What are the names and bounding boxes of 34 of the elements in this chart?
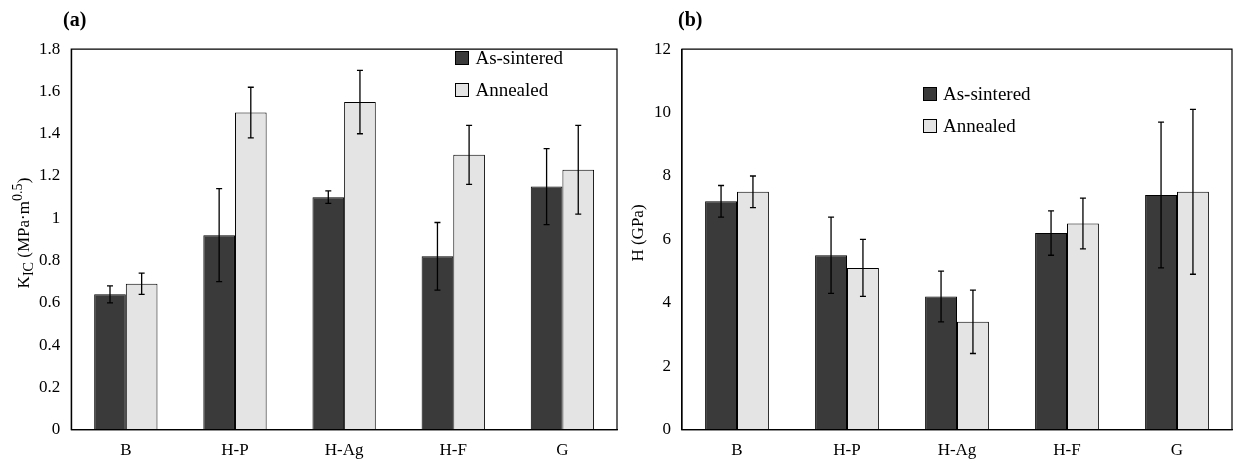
- x-tick-label: H-P: [833, 440, 861, 460]
- y-tick-label: 1.4: [39, 123, 61, 143]
- y-tick-label: 1.8: [39, 38, 61, 58]
- x-tick-label: H-F: [1053, 440, 1081, 460]
- x-tick-label: B: [731, 440, 743, 460]
- x-tick-label: H-P: [221, 440, 249, 460]
- x-tick-label: H-F: [439, 440, 467, 460]
- x-tick-label: G: [556, 440, 569, 460]
- chart-title: (b): [678, 8, 703, 31]
- y-tick-label: 0: [662, 419, 671, 439]
- y-tick-label: 0.4: [39, 334, 61, 354]
- y-tick-label: 6: [662, 228, 671, 248]
- x-tick-label: G: [1170, 440, 1184, 460]
- legend-label: As-sintered: [943, 82, 1031, 106]
- y-tick-label: 1.2: [39, 165, 61, 185]
- legend-label: Annealed: [475, 78, 549, 102]
- y-tick-label: 1.6: [39, 80, 61, 100]
- y-tick-label: 4: [662, 292, 672, 312]
- y-tick-label: 0.8: [39, 250, 61, 269]
- y-tick-label: 0.2: [39, 376, 61, 396]
- chart-title: (a): [63, 8, 87, 31]
- y-tick-label: 10: [654, 102, 671, 122]
- y-tick-label: 12: [654, 38, 671, 58]
- y-tick-label: 0.6: [39, 292, 61, 312]
- y-tick-label: 8: [662, 165, 671, 185]
- y-tick-label: 2: [662, 355, 671, 375]
- y-tick-label: 0: [51, 419, 61, 439]
- y-tick-label: 1: [51, 207, 61, 227]
- x-tick-label: H-Ag: [937, 440, 977, 460]
- x-tick-label: B: [120, 440, 132, 460]
- x-tick-label: H-Ag: [324, 440, 364, 460]
- legend-label: As-sintered: [475, 46, 563, 70]
- y-axis-title: H (GPa): [628, 204, 648, 262]
- legend-label: Annealed: [943, 114, 1016, 138]
